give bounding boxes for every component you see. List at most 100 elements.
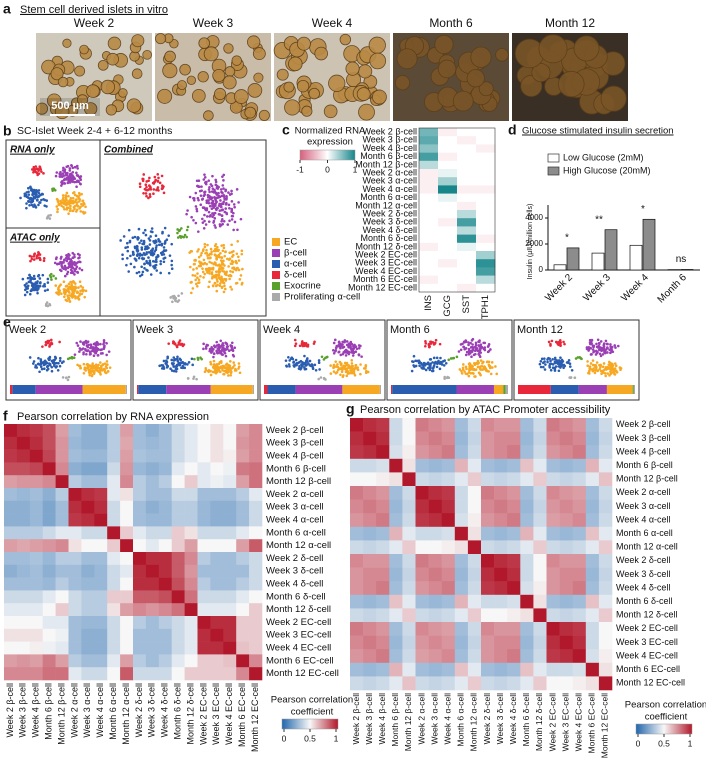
heatmap-cell (236, 488, 250, 502)
heatmap-cell (438, 177, 458, 186)
cell-dot (197, 264, 201, 268)
cell-dot (38, 166, 42, 169)
heatmap-cell (210, 603, 224, 617)
heatmap-cell (171, 590, 185, 604)
cell-dot (170, 267, 174, 271)
cell-dot (607, 366, 610, 370)
row-label: Month 12 β-cell (616, 474, 678, 484)
colorbar (635, 723, 693, 735)
islet (452, 90, 474, 112)
heatmap-cell (415, 540, 429, 555)
heatmap-cell (158, 513, 172, 527)
cell-dot (74, 286, 78, 290)
cell-dot (227, 370, 230, 373)
cell-dot (42, 257, 46, 260)
row-label: Week 2 β-cell (616, 419, 671, 429)
cell-dot (63, 295, 66, 299)
heatmap-cell (376, 540, 390, 555)
heatmap-cell (107, 577, 121, 591)
composition-segment (550, 385, 579, 394)
islet (358, 103, 375, 121)
cell-dot (214, 247, 217, 251)
cell-dot (208, 215, 212, 218)
heatmap-cell (507, 418, 521, 432)
heatmap-cell (415, 458, 429, 473)
heatmap-cell (494, 445, 508, 460)
heatmap-cell (42, 552, 56, 566)
heatmap-cell (236, 603, 250, 617)
cell-dot (72, 190, 76, 194)
cell-dot (610, 368, 614, 372)
heatmap-cell (133, 526, 147, 540)
umap-title: ATAC only (9, 233, 60, 244)
cell-dot (58, 356, 62, 360)
heatmap-cell (120, 424, 134, 438)
cell-dot (228, 206, 231, 210)
cell-dot (198, 260, 201, 263)
heatmap-cell (467, 567, 482, 582)
cell-dot (224, 277, 228, 281)
cell-dot (604, 339, 608, 343)
cell-dot (207, 285, 210, 289)
heatmap-cell (29, 552, 43, 566)
cell-dot (237, 362, 241, 365)
x-tick-label: Week 4 (619, 272, 651, 304)
heatmap-cell (4, 552, 18, 566)
cell-dot (207, 188, 211, 191)
heatmap-cell (520, 431, 534, 446)
heatmap-cell (476, 283, 496, 293)
cell-dot (573, 376, 577, 380)
heatmap-cell (29, 667, 43, 681)
heatmap-cell (494, 649, 508, 664)
islet (252, 47, 266, 61)
cell-dot (143, 262, 146, 266)
cell-dot (203, 245, 207, 249)
heatmap-cell (249, 564, 263, 578)
heatmap-cell (402, 567, 416, 582)
cell-dot (339, 353, 343, 357)
heatmap-cell (598, 513, 613, 528)
heatmap-cell (467, 486, 482, 500)
heatmap-cell (197, 513, 211, 527)
heatmap-cell (133, 654, 147, 668)
cell-dot (183, 233, 187, 237)
heatmap-cell (457, 128, 477, 137)
cell-dot (588, 341, 592, 344)
heatmap-cell (133, 616, 147, 630)
cell-dot (196, 196, 200, 200)
heatmap-cell (94, 436, 108, 450)
heatmap-cell (94, 628, 108, 642)
cell-dot (82, 212, 86, 215)
cell-dot (90, 366, 94, 370)
heatmap-cell (494, 581, 508, 596)
cell-dot (189, 281, 193, 284)
heatmap-cell (184, 436, 198, 450)
column-label: Month 12 α-cell (121, 683, 131, 745)
cell-dot (487, 360, 491, 364)
heatmap-cell (598, 472, 613, 487)
cell-dot (211, 200, 215, 203)
cell-dot (186, 225, 190, 229)
heatmap-cell (438, 267, 458, 276)
heatmap-cell (585, 513, 600, 528)
cell-dot (78, 364, 82, 368)
heatmap-cell (441, 581, 456, 596)
cell-dot (29, 188, 33, 192)
cell-dot (473, 363, 477, 367)
heatmap-cell (145, 500, 160, 514)
cell-dot (202, 342, 205, 346)
cell-dot (149, 188, 153, 191)
heatmap-cell (441, 662, 456, 677)
heatmap-cell (16, 424, 31, 438)
cell-dot (31, 277, 34, 280)
heatmap-cell (457, 283, 477, 293)
heatmap-cell (585, 499, 600, 514)
cell-dot (221, 353, 225, 356)
row-label: Month 6 δ-cell (616, 596, 673, 606)
cell-dot (336, 365, 340, 369)
column-label: Week 3 δ-cell (495, 693, 505, 744)
row-label: Week 2 β-cell (266, 425, 324, 436)
cell-dot (154, 246, 158, 249)
cell-dot (124, 246, 127, 249)
cell-dot (65, 272, 69, 276)
